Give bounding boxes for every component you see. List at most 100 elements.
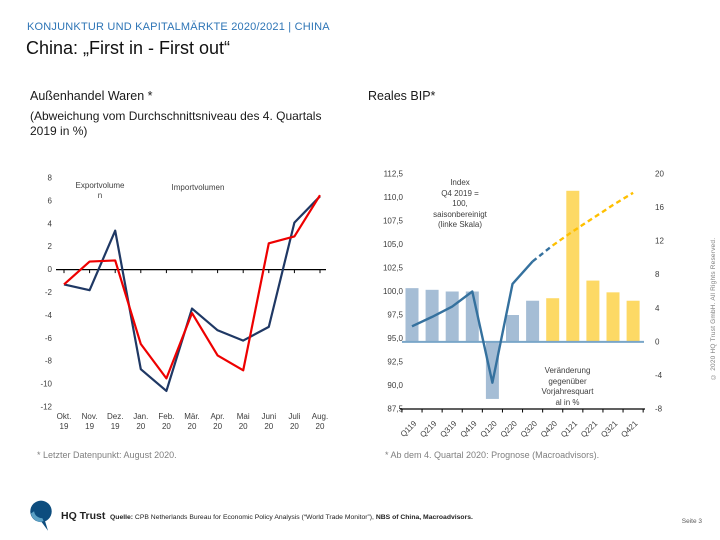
x-tick-label-quarter: Q419	[459, 419, 480, 440]
bip-bar-forecast	[586, 280, 600, 342]
source-line: Quelle: CPB Netherlands Bureau for Econo…	[110, 514, 473, 521]
bip-index-line-forecast	[552, 191, 634, 247]
bip-bar-forecast	[546, 298, 560, 342]
x-tick-label-month: Dez.	[107, 412, 123, 421]
copyright-vertical: © 2020 HQ Trust GmbH. All Rights Reserve…	[710, 237, 717, 380]
x-tick-label-year: 20	[290, 422, 299, 431]
y-tick-label: -8	[45, 357, 53, 366]
x-tick-label-month: Juni	[261, 412, 276, 421]
aussenhandel-line-chart: 86420-2-4-6-8-10-12Okt.19Nov.19Dez.19Jan…	[40, 174, 328, 432]
right-axis-tick-label: 0	[655, 337, 660, 346]
x-tick-label-month: Apr.	[210, 412, 224, 421]
left-axis-tick-label: 102,5	[383, 264, 404, 273]
y-tick-label: -2	[45, 288, 53, 297]
x-tick-label-year: 19	[60, 422, 69, 431]
page-title: China: „First in - First out“	[26, 38, 231, 58]
x-tick-label-year: 19	[85, 422, 94, 431]
left-axis-tick-label: 107,5	[383, 217, 404, 226]
source-text-bold: NBS of China, Macroadvisors.	[373, 514, 473, 521]
x-tick-label-quarter: Q421	[619, 419, 640, 440]
left-axis-tick-label: 92,5	[387, 358, 403, 367]
x-tick-label-month: Nov.	[82, 412, 98, 421]
x-tick-label-month: Juli	[288, 412, 300, 421]
bip-index-line-actual	[411, 260, 534, 384]
y-tick-label: 2	[48, 242, 53, 251]
right-axis-tick-label: 20	[655, 169, 664, 178]
y-tick-label: 8	[48, 174, 53, 183]
right-axis-tick-label: 8	[655, 270, 660, 279]
x-tick-label-year: 20	[264, 422, 273, 431]
left-chart-footnote: * Letzter Datenpunkt: August 2020.	[37, 450, 177, 460]
annotation-index-left-scale: Index Q4 2019 = 100, saisonbereinigt (li…	[433, 178, 487, 229]
right-axis-tick-label: 12	[655, 237, 664, 246]
right-chart-title: Reales BIP*	[368, 89, 436, 103]
x-tick-label-quarter: Q319	[438, 419, 459, 440]
y-tick-label: -6	[45, 334, 53, 343]
reales-bip-combo-chart: 112,5 110,0 107,5 105,0 102,5 100,0 97,5 95,0 92…	[383, 169, 664, 440]
annotation-change-yoy: Veränderung gegenüber Vorjahresquart al …	[541, 366, 594, 407]
bip-index-line-nowcast	[531, 244, 554, 263]
left-axis-tick-label: 87,5	[387, 405, 403, 414]
left-axis-tick-label: 90,0	[387, 381, 403, 390]
y-tick-label: 4	[48, 219, 53, 228]
x-tick-label-quarter: Q221	[579, 419, 600, 440]
x-tick-label-year: 20	[213, 422, 222, 431]
legend-importvolumen: Importvolumen	[171, 183, 225, 192]
right-axis-tick-label: 4	[655, 304, 660, 313]
bip-bar-actual	[506, 314, 519, 342]
y-tick-label: 6	[48, 196, 53, 205]
brand-logo-row: HQ Trust	[27, 499, 105, 532]
left-axis-tick-label: 100,0	[383, 287, 404, 296]
importvolumen-line	[63, 194, 321, 380]
right-axis-tick-label: 16	[655, 203, 664, 212]
x-tick-label-month: Okt.	[57, 412, 72, 421]
x-tick-label-quarter: Q220	[499, 419, 520, 440]
right-axis-tick-label: -8	[655, 405, 663, 414]
bip-bar-actual	[445, 291, 459, 342]
x-tick-label-year: 19	[111, 422, 120, 431]
bip-bar-actual	[405, 288, 419, 342]
left-axis-tick-label: 110,0	[384, 193, 404, 202]
left-chart-title: Außenhandel Waren *	[30, 89, 153, 103]
x-tick-label-year: 20	[188, 422, 197, 431]
exportvolumen-line	[63, 195, 321, 393]
bip-bar-forecast	[566, 190, 580, 342]
right-chart-footnote: * Ab dem 4. Quartal 2020: Prognose (Macr…	[385, 450, 600, 460]
x-tick-label-quarter: Q219	[418, 419, 439, 440]
slide-kicker: KONJUNKTUR UND KAPITALMÄRKTE 2020/2021 |…	[27, 21, 330, 33]
bip-bar-forecast	[606, 292, 620, 342]
left-axis-tick-label: 112,5	[384, 170, 404, 179]
bip-bar-forecast	[626, 300, 640, 342]
source-text: CPB Netherlands Bureau for Economic Poli…	[133, 514, 374, 521]
x-tick-label-year: 20	[162, 422, 171, 431]
x-tick-label-quarter: Q320	[519, 419, 540, 440]
y-tick-label: -4	[45, 311, 53, 320]
left-chart-subtitle: (Abweichung vom Durchschnittsniveau des …	[30, 109, 322, 138]
x-tick-label-quarter: Q119	[399, 419, 419, 439]
legend-exportvolumen: Exportvolumen	[75, 181, 125, 200]
x-tick-label-quarter: Q121	[559, 419, 580, 440]
x-tick-label-quarter: Q120	[479, 419, 500, 440]
x-tick-label-year: 20	[136, 422, 145, 431]
brand-name: HQ Trust	[61, 509, 106, 522]
y-tick-label: -10	[40, 380, 52, 389]
x-tick-label-quarter: Q420	[539, 419, 560, 440]
x-tick-label-quarter: Q321	[599, 419, 620, 440]
y-tick-label: -12	[40, 403, 52, 412]
x-tick-label-month: Aug.	[312, 412, 328, 421]
x-tick-label-year: 20	[239, 422, 248, 431]
y-tick-label: 0	[48, 265, 53, 274]
x-tick-label-month: Jan.	[133, 412, 148, 421]
hq-trust-logo-icon	[30, 500, 52, 531]
right-axis-tick-label: -4	[655, 371, 663, 380]
bip-bar-actual	[526, 300, 540, 342]
x-tick-label-year: 20	[316, 422, 325, 431]
left-axis-tick-label: 95,0	[387, 334, 403, 343]
page-number: Seite 3	[681, 518, 702, 525]
x-tick-label-month: Mär.	[184, 412, 200, 421]
x-tick-label-month: Mai	[237, 412, 250, 421]
source-label: Quelle:	[110, 514, 134, 521]
left-axis-tick-label: 97,5	[387, 311, 403, 320]
left-axis-tick-label: 105,0	[383, 240, 404, 249]
